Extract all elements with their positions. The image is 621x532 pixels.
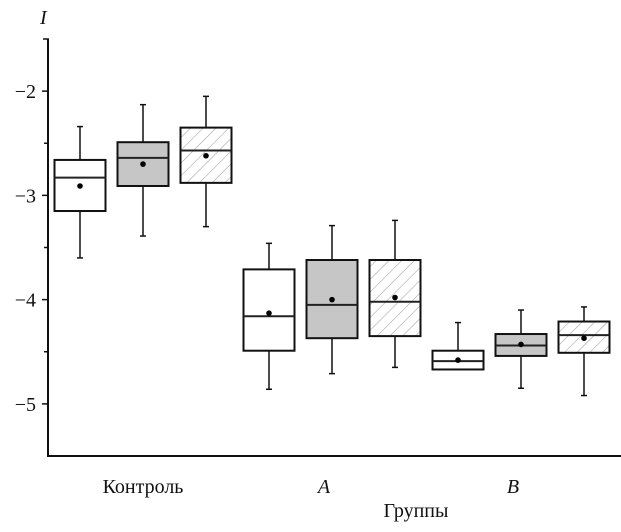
y-tick-label: −5 (15, 394, 36, 416)
box-Контроль-2 (179, 95, 233, 228)
box-iqr (179, 126, 233, 184)
mean-dot (140, 161, 146, 167)
box-B-0 (431, 321, 485, 371)
box-Контроль-1 (116, 103, 170, 237)
x-axis-label: Группы (384, 500, 449, 522)
box-A-2 (368, 219, 422, 369)
box-Контроль-0 (53, 125, 107, 259)
mean-dot (77, 183, 83, 189)
category-label: B (507, 476, 519, 498)
mean-dot (518, 341, 524, 348)
y-tick-label: −4 (15, 290, 36, 312)
category-label: Контроль (103, 476, 184, 498)
box-iqr (368, 259, 422, 338)
mean-dot (266, 310, 272, 316)
box-iqr (242, 268, 296, 352)
axes: −2 −3 −4 −5 (15, 38, 621, 457)
mean-dot (392, 294, 398, 301)
box-B-2 (557, 306, 611, 397)
y-axis-label: I (39, 7, 48, 29)
category-label: A (316, 476, 331, 498)
mean-dot (329, 296, 335, 303)
mean-dot (581, 335, 587, 341)
y-tick-label: −2 (15, 81, 36, 103)
mean-dot (203, 152, 209, 159)
y-tick-label: −3 (15, 185, 36, 207)
box-A-0 (242, 242, 296, 391)
category-labels: Контроль A B (103, 476, 520, 498)
box-A-1 (305, 224, 359, 375)
boxes (53, 95, 611, 397)
mean-dot (455, 357, 461, 363)
box-B-1 (494, 309, 548, 389)
